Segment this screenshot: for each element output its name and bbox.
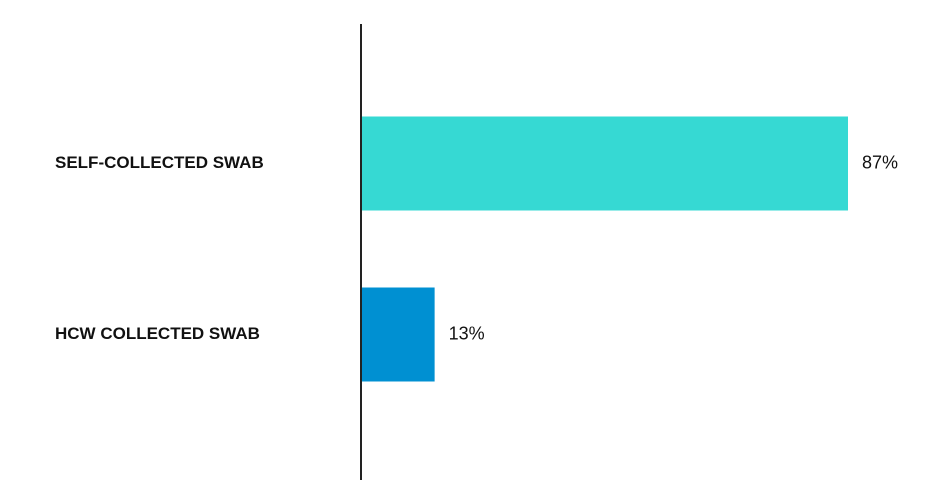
bar	[362, 116, 848, 211]
category-label: HCW COLLECTED SWAB	[55, 324, 260, 343]
category-label: SELF-COLLECTED SWAB	[55, 153, 264, 172]
value-label: 13%	[449, 323, 485, 343]
bar	[362, 287, 435, 382]
value-label: 87%	[862, 152, 898, 172]
